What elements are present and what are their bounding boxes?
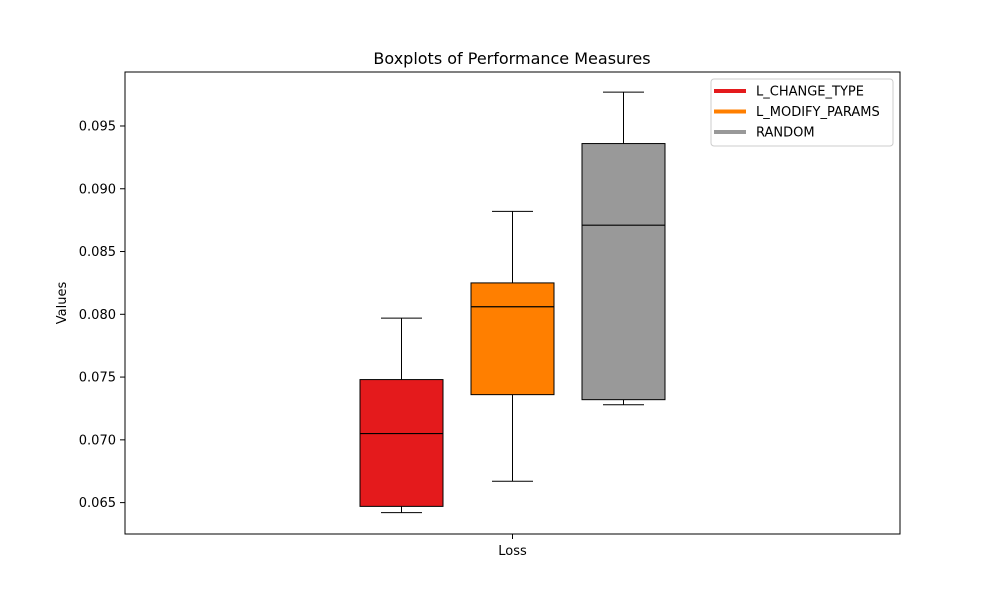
box-random xyxy=(581,91,666,406)
legend-label: L_CHANGE_TYPE xyxy=(756,85,864,100)
y-axis-label: Values xyxy=(55,282,70,325)
y-tick-label: 0.070 xyxy=(79,433,116,448)
legend-label: RANDOM xyxy=(756,126,815,141)
legend: L_CHANGE_TYPE L_MODIFY_PARAMS RANDOM xyxy=(710,78,894,147)
legend-frame xyxy=(710,78,894,147)
y-tick-label: 0.075 xyxy=(79,371,116,386)
x-axis: Loss xyxy=(498,534,527,559)
y-tick-label: 0.090 xyxy=(79,182,116,197)
box-body xyxy=(581,143,666,401)
y-axis: 0.065 0.070 0.075 0.080 0.085 0.090 0.095 xyxy=(79,119,125,511)
box-l-change-type xyxy=(359,317,444,514)
y-tick-label: 0.095 xyxy=(79,119,116,134)
y-tick-label: 0.065 xyxy=(79,496,116,511)
legend-label: L_MODIFY_PARAMS xyxy=(756,105,880,120)
y-tick-label: 0.080 xyxy=(79,308,116,323)
plot-area xyxy=(359,91,666,514)
box-body xyxy=(359,379,444,507)
x-tick-label: Loss xyxy=(498,544,527,559)
y-tick-label: 0.085 xyxy=(79,245,116,260)
chart-title: Boxplots of Performance Measures xyxy=(373,49,650,68)
box-l-modify-params xyxy=(470,210,555,482)
box-body xyxy=(470,282,555,396)
